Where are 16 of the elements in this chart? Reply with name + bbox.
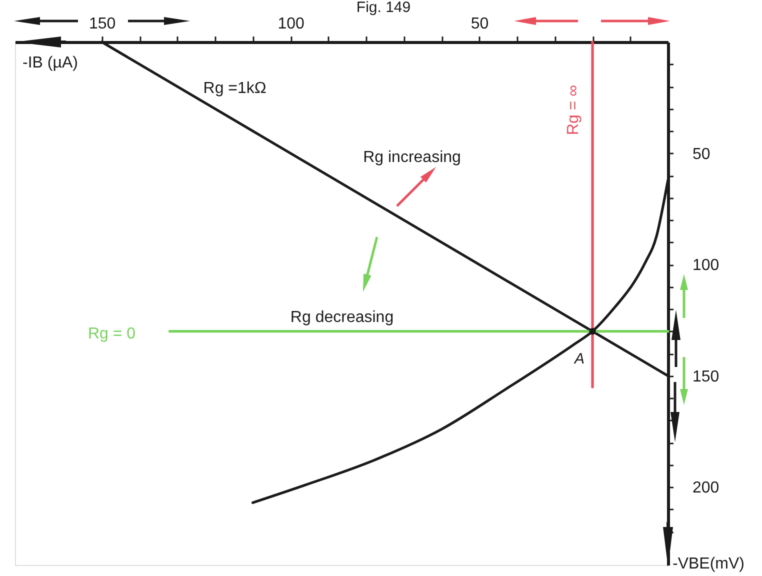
- y-tick-label: 150: [692, 368, 720, 386]
- series-label: Rg =1kΩ: [203, 80, 266, 97]
- annotation: Rg increasing: [363, 149, 461, 166]
- y-axis-title: -VBE(mV): [672, 556, 744, 572]
- x-tick-label: 150: [88, 16, 116, 32]
- y-tick-label: 100: [692, 257, 720, 274]
- chart-title: Fig. 149: [356, 0, 411, 16]
- text: Rg = 0: [88, 325, 136, 342]
- text: Rg = ∞: [565, 84, 582, 136]
- annotation: Rg decreasing: [290, 309, 394, 326]
- x-tick-label: 50: [470, 16, 489, 32]
- y-tick-label: 200: [692, 480, 720, 497]
- x-tick-label: 100: [278, 16, 304, 32]
- x-axis-title: -IB (µA): [22, 54, 78, 72]
- annotation: A: [574, 350, 585, 368]
- y-tick-label: 50: [692, 146, 710, 163]
